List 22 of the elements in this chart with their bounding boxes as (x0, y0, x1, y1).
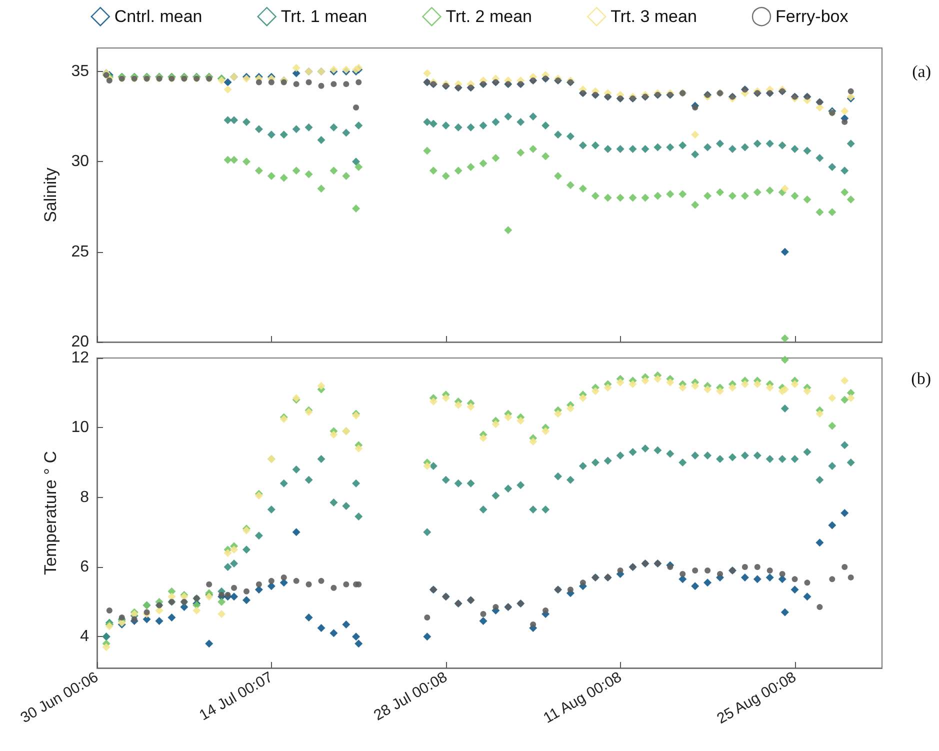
legend-label: Cntrl. mean (114, 7, 202, 26)
legend-label: Trt. 3 mean (610, 7, 697, 26)
x-tick-label: 30 Jun 00:06 (18, 668, 102, 727)
y-tick-label: 8 (80, 488, 90, 506)
legend-label: Ferry-box (775, 7, 849, 26)
y-tick-label: 12 (71, 350, 90, 366)
text: (a) (912, 62, 932, 81)
x-tick-label: 11 Aug 00:08 (540, 668, 625, 727)
y-tick-label: 10 (71, 419, 90, 436)
y-tick-label: 35 (71, 62, 90, 80)
x-tick-label: 28 Jul 00:08 (370, 668, 450, 724)
x-tick-label: 25 Aug 00:08 (714, 668, 800, 728)
y-axis-title: Temperature ° C (41, 451, 60, 575)
y-tick-label: 20 (71, 334, 90, 350)
y-tick-label: 30 (71, 153, 90, 170)
y-tick-label: 25 (71, 243, 90, 260)
legend-label: Trt. 1 mean (280, 7, 368, 26)
legend-label: Trt. 2 mean (446, 7, 532, 26)
y-tick-label: 6 (80, 558, 90, 576)
text: (b) (911, 369, 932, 388)
y-axis-title: Salinity (41, 167, 60, 222)
y-tick-label: 4 (80, 628, 90, 646)
